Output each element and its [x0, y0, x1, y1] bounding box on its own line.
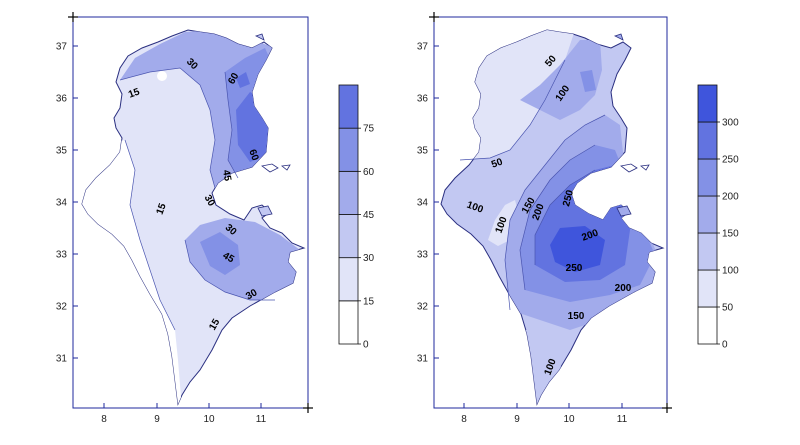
legend-label: 0 [363, 340, 369, 351]
x-axis: 8 9 10 11 [101, 403, 267, 425]
legend-swatch [338, 257, 359, 302]
legend-swatch [338, 214, 359, 259]
x-tick-label: 10 [203, 414, 215, 425]
legend-label: 75 [363, 124, 375, 135]
legend-label: 0 [722, 340, 728, 351]
contour-line [124, 139, 176, 331]
contour-label: 250 [566, 263, 583, 274]
x-tick-label: 9 [154, 414, 160, 425]
legend-swatch [697, 232, 718, 271]
left-legend: 0 15 30 45 60 75 [338, 84, 375, 351]
contour-label: 200 [615, 283, 632, 294]
legend-swatch [338, 300, 359, 345]
legend-swatch [338, 127, 359, 172]
island-north [613, 33, 624, 41]
island-kerkennah [620, 163, 650, 173]
legend-label: 15 [363, 296, 375, 307]
legend-label: 150 [722, 229, 739, 240]
island-north [254, 33, 265, 41]
y-axis: 31 32 33 34 35 36 37 [56, 42, 78, 365]
left-map-frame [72, 16, 309, 409]
y-tick-label: 33 [417, 250, 429, 261]
contour-label: 15 [207, 317, 222, 333]
y-tick-label: 37 [56, 42, 68, 53]
legend-label: 30 [363, 253, 375, 264]
contour-band-250-300-south [550, 226, 605, 272]
legend-swatch [697, 306, 718, 345]
contour-band-50-100 [520, 40, 602, 120]
legend-swatch [338, 84, 359, 129]
y-tick-label: 35 [417, 146, 429, 157]
contour-label: 45 [221, 250, 237, 265]
legend-label: 250 [722, 155, 739, 166]
contour-line [184, 239, 275, 301]
contour-label: 15 [155, 202, 169, 217]
legend-label: 200 [722, 192, 739, 203]
legend-label: 45 [363, 210, 375, 221]
y-tick-label: 32 [417, 302, 429, 313]
contour-band-spot [580, 70, 596, 92]
legend-label: 100 [722, 266, 739, 277]
contour-lines [459, 59, 606, 311]
y-tick-label: 36 [56, 94, 68, 105]
contour-line [504, 114, 606, 311]
contour-label: 150 [568, 311, 585, 322]
contour-line [119, 67, 216, 189]
contour-line [224, 71, 239, 179]
x-tick-label: 11 [617, 414, 628, 425]
contour-band-45-60-south [200, 232, 240, 275]
x-tick-label: 11 [256, 414, 267, 425]
contour-band-250-300-north [595, 168, 628, 196]
contour-line [534, 169, 596, 265]
contour-band-0-15-spot [157, 71, 167, 81]
contour-label: 30 [202, 193, 217, 209]
contour-line [519, 144, 596, 291]
x-axis: 8 9 10 11 [461, 403, 628, 425]
legend-swatch [697, 158, 718, 197]
y-tick-label: 31 [56, 354, 68, 365]
contour-band-0-50 [455, 30, 575, 160]
contour-line [459, 59, 566, 161]
legend-swatch [338, 170, 359, 215]
y-tick-label: 37 [417, 42, 429, 53]
x-tick-label: 10 [563, 414, 575, 425]
island-djerba [616, 205, 632, 217]
contour-label: 30 [244, 287, 260, 302]
x-tick-label: 8 [101, 414, 107, 425]
right-map-frame [433, 16, 668, 409]
x-tick-label: 8 [461, 414, 467, 425]
contour-label: 15 [127, 86, 142, 100]
island-djerba [257, 205, 273, 217]
contour-band-60-75-small [236, 72, 250, 88]
y-axis: 31 32 33 34 35 36 37 [417, 42, 439, 365]
contour-label: 60 [246, 148, 260, 163]
contour-label: 250 [561, 188, 576, 207]
x-tick-label: 9 [514, 414, 520, 425]
legend-label: 50 [722, 303, 734, 314]
contour-label: 50 [490, 156, 505, 170]
y-tick-label: 35 [56, 146, 68, 157]
y-tick-label: 34 [417, 198, 429, 209]
legend-label: 300 [722, 118, 739, 129]
legend-swatch [697, 269, 718, 308]
right-legend: 0 50 100 150 200 250 300 [697, 84, 739, 351]
y-tick-label: 34 [56, 198, 68, 209]
contour-lines [119, 67, 275, 331]
legend-swatch [697, 195, 718, 234]
legend-label: 60 [363, 167, 375, 178]
y-tick-label: 31 [417, 354, 429, 365]
contour-label: 60 [226, 71, 241, 87]
y-tick-label: 33 [56, 250, 68, 261]
island-kerkennah [261, 163, 291, 173]
legend-swatch [697, 121, 718, 160]
contour-label: 45 [220, 169, 233, 182]
y-tick-label: 32 [56, 302, 68, 313]
legend-swatch [697, 84, 718, 123]
y-tick-label: 36 [417, 94, 429, 105]
